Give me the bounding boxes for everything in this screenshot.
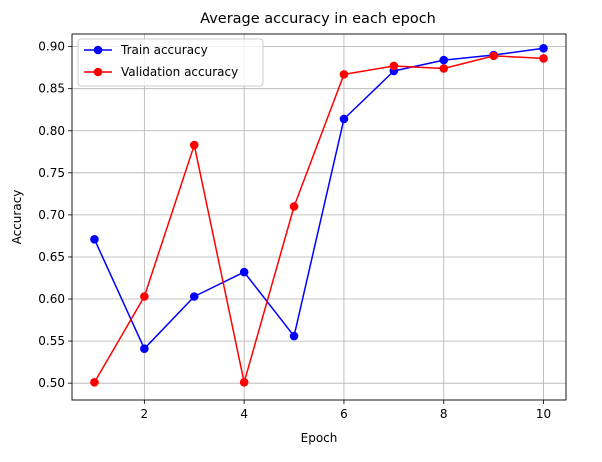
y-tick-label: 0.75: [38, 166, 65, 180]
legend-marker-validation-accuracy: [93, 67, 103, 77]
data-point-validation-accuracy: [489, 51, 498, 61]
data-point-train-accuracy: [339, 114, 349, 124]
x-tick-label: 6: [340, 407, 348, 421]
data-point-train-accuracy: [140, 344, 149, 353]
series-line-validation-accuracy: [93, 55, 544, 384]
series-train-accuracy: [90, 44, 548, 353]
chart-title: Average accuracy in each epoch: [200, 11, 436, 27]
y-axis: 0.50 0.55 0.60 0.65 0.70 0.75 0.80 0.85 0.90: [38, 40, 72, 390]
data-point-validation-accuracy: [189, 140, 199, 150]
legend-label-validation-accuracy: Validation accuracy: [121, 65, 238, 79]
data-point-train-accuracy: [439, 55, 449, 65]
data-point-train-accuracy: [189, 292, 199, 301]
plot-frame: [71, 33, 567, 401]
data-point-train-accuracy: [239, 267, 249, 277]
data-point-train-accuracy: [90, 234, 99, 244]
y-tick-label: 0.90: [38, 40, 65, 54]
x-tick-label: 2: [141, 407, 149, 421]
x-tick-label: 8: [440, 407, 448, 421]
y-tick-label: 0.60: [38, 292, 65, 306]
legend-label-train-accuracy: Train accuracy: [120, 43, 208, 57]
legend-marker-train-accuracy: [93, 45, 103, 55]
x-tick-label: 10: [536, 407, 551, 421]
data-point-validation-accuracy: [389, 61, 399, 71]
data-point-validation-accuracy: [140, 292, 149, 301]
data-point-validation-accuracy: [539, 54, 548, 63]
y-tick-label: 0.80: [38, 124, 65, 138]
y-tick-label: 0.55: [38, 334, 65, 348]
y-tick-label: 0.70: [38, 208, 65, 222]
x-axis: 2 4 6 8 10: [141, 400, 551, 421]
data-point-validation-accuracy: [439, 64, 449, 73]
series-validation-accuracy: [90, 51, 548, 387]
x-axis-label: Epoch: [301, 431, 338, 445]
legend: Train accuracy Validation accuracy: [77, 38, 264, 87]
y-tick-label: 0.50: [38, 376, 65, 390]
data-point-train-accuracy: [539, 44, 548, 53]
y-tick-label: 0.85: [38, 82, 65, 96]
data-point-train-accuracy: [289, 331, 299, 341]
grid-lines: [72, 34, 566, 400]
y-tick-label: 0.65: [38, 250, 65, 264]
series-layer: [90, 44, 548, 387]
series-line-train-accuracy: [93, 47, 544, 350]
data-point-validation-accuracy: [339, 70, 349, 79]
data-point-validation-accuracy: [90, 378, 99, 387]
y-axis-label: Accuracy: [10, 190, 24, 245]
legend-box: [77, 38, 264, 87]
x-tick-label: 4: [240, 407, 248, 421]
data-point-validation-accuracy: [289, 202, 299, 211]
data-point-validation-accuracy: [239, 378, 249, 387]
